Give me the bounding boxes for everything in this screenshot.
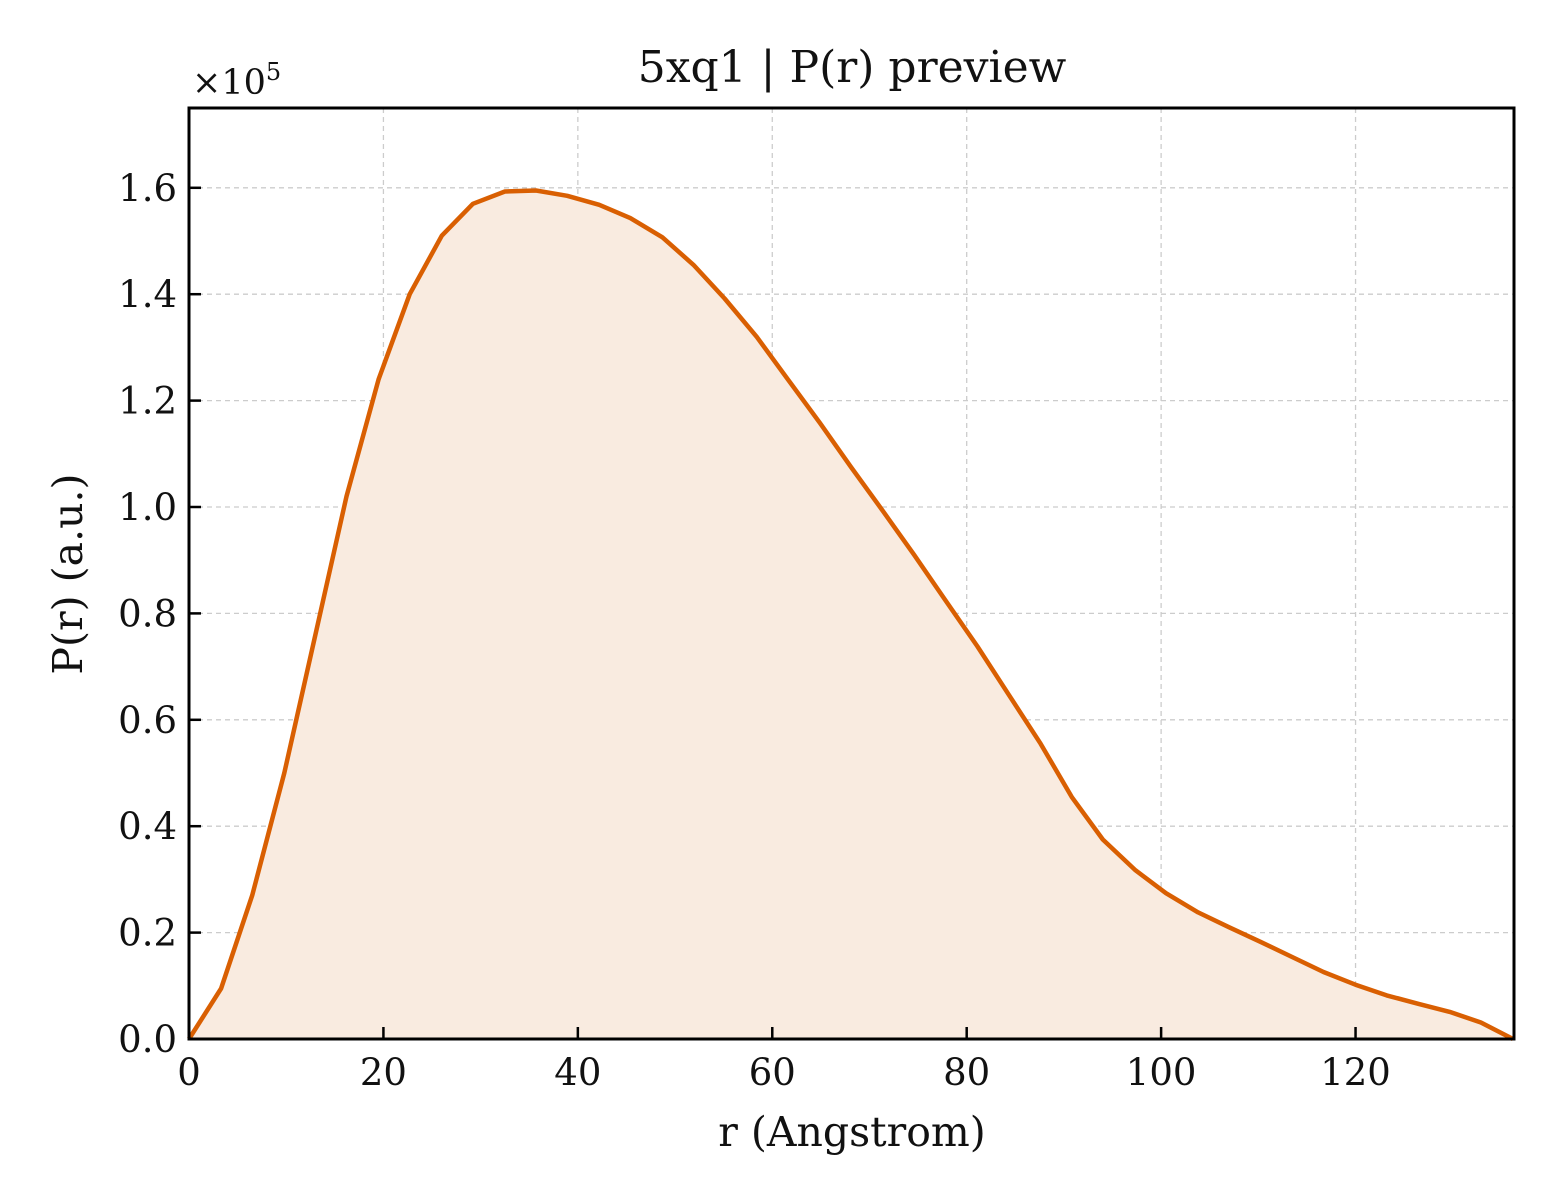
y-axis-offset-text: ×105 bbox=[192, 58, 281, 103]
x-tick-label: 120 bbox=[1320, 1051, 1391, 1094]
y-axis-offset-base: ×10 bbox=[192, 63, 266, 103]
x-tick-label: 100 bbox=[1126, 1051, 1197, 1094]
y-tick-label: 0.0 bbox=[118, 1018, 177, 1061]
y-axis-label: P(r) (a.u.) bbox=[44, 473, 92, 674]
y-tick-label: 1.0 bbox=[118, 486, 177, 529]
y-axis-offset-exponent: 5 bbox=[266, 58, 281, 86]
axis-ticks bbox=[187, 186, 1357, 1041]
y-tick-label: 0.8 bbox=[118, 592, 177, 635]
tick-labels: 0 20 40 60 80 100 120 0.0 0.2 0.4 0.6 0.8 1.0 1.2 1.4 1… bbox=[118, 167, 1391, 1094]
x-tick-label: 40 bbox=[554, 1051, 601, 1094]
x-tick-label: 80 bbox=[943, 1051, 990, 1094]
chart-title: 5xq1 | P(r) preview bbox=[638, 42, 1067, 93]
y-tick-label: 1.2 bbox=[118, 380, 177, 423]
x-axis-label: r (Angstrom) bbox=[718, 1108, 986, 1156]
plot-frame bbox=[187, 106, 1516, 1041]
y-tick-label: 0.4 bbox=[118, 805, 177, 848]
pr-line bbox=[187, 188, 1515, 1042]
x-tick-label: 0 bbox=[177, 1051, 201, 1094]
pr-area-fill bbox=[189, 190, 1513, 1039]
x-tick-label: 20 bbox=[360, 1051, 407, 1094]
y-tick-label: 1.4 bbox=[118, 273, 177, 316]
y-tick-label: 0.6 bbox=[118, 699, 177, 742]
y-tick-label: 1.6 bbox=[118, 167, 177, 210]
x-tick-label: 60 bbox=[749, 1051, 796, 1094]
y-tick-label: 0.2 bbox=[118, 912, 177, 955]
